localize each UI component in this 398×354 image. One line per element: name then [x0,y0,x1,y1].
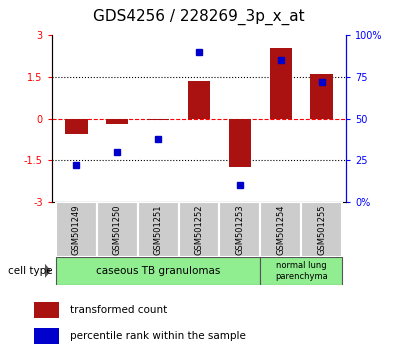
Bar [310,74,333,119]
Text: transformed count: transformed count [70,305,167,315]
FancyBboxPatch shape [97,202,138,257]
FancyBboxPatch shape [219,202,260,257]
Text: percentile rank within the sample: percentile rank within the sample [70,331,246,341]
Bar [34,302,59,318]
Text: GDS4256 / 228269_3p_x_at: GDS4256 / 228269_3p_x_at [93,9,305,25]
Bar [260,257,342,285]
Bar [188,81,210,119]
Text: GSM501254: GSM501254 [276,205,285,255]
Bar [106,119,129,124]
Text: normal lung
parenchyma: normal lung parenchyma [275,261,328,280]
Polygon shape [45,264,51,278]
FancyBboxPatch shape [260,202,301,257]
Text: GSM501249: GSM501249 [72,205,81,255]
Bar [65,119,88,134]
FancyBboxPatch shape [56,202,97,257]
Text: GSM501255: GSM501255 [317,205,326,255]
FancyBboxPatch shape [138,202,179,257]
Text: GSM501252: GSM501252 [195,205,203,255]
FancyBboxPatch shape [179,202,219,257]
FancyBboxPatch shape [301,202,342,257]
Bar [269,48,292,119]
Text: GSM501253: GSM501253 [235,205,244,255]
Text: cell type: cell type [8,266,53,276]
Bar [56,257,260,285]
Bar [229,119,251,167]
Bar [147,119,169,120]
Text: GSM501251: GSM501251 [154,205,163,255]
Text: GSM501250: GSM501250 [113,205,122,255]
Text: caseous TB granulomas: caseous TB granulomas [96,266,220,276]
Bar [34,328,59,344]
